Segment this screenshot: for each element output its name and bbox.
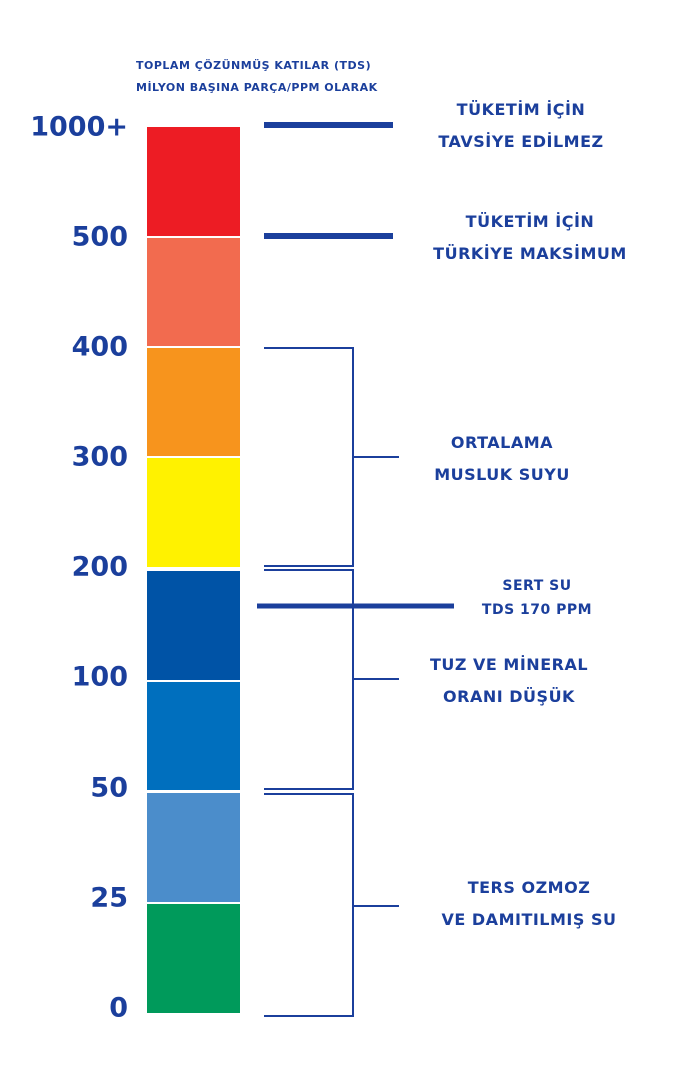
band-100-200 bbox=[147, 571, 240, 680]
band-300-400 bbox=[147, 348, 240, 456]
low-mineral-label: TUZ VE MİNERAL ORANI DÜŞÜK bbox=[429, 655, 589, 706]
header-line-2: MİLYON BAŞINA PARÇA/PPM OLARAK bbox=[136, 81, 378, 94]
hard-water-label: SERT SU TDS 170 PPM bbox=[481, 578, 593, 618]
band-0-25 bbox=[147, 904, 240, 1013]
tick-label-500: 500 bbox=[71, 221, 128, 253]
tap-water-bracket bbox=[264, 347, 399, 567]
not-recommended-label: TÜKETİM İÇİN TAVSİYE EDİLMEZ bbox=[438, 100, 604, 151]
ro-distilled-label: TERS OZMOZ VE DAMITILMIŞ SU bbox=[441, 878, 617, 929]
band-25-50 bbox=[147, 793, 240, 902]
band-50-100 bbox=[147, 682, 240, 790]
low-mineral-bracket bbox=[264, 569, 399, 790]
chart-header: TOPLAM ÇÖZÜNMÜŞ KATILAR (TDS) MİLYON BAŞ… bbox=[136, 55, 378, 99]
tick-label-1000-plus: 1000+ bbox=[30, 111, 128, 143]
band-200-300 bbox=[147, 458, 240, 567]
tick-label-25: 25 bbox=[90, 882, 128, 914]
band-400-500 bbox=[147, 238, 240, 346]
turkey-max-label: TÜKETİM İÇİN TÜRKİYE MAKSİMUM bbox=[433, 212, 627, 263]
tick-label-50: 50 bbox=[90, 772, 128, 804]
tick-label-0: 0 bbox=[109, 992, 128, 1024]
tick-label-300: 300 bbox=[71, 441, 128, 473]
header-line-1: TOPLAM ÇÖZÜNMÜŞ KATILAR (TDS) bbox=[136, 59, 372, 72]
tick-label-100: 100 bbox=[71, 661, 128, 693]
ro-distilled-bracket bbox=[264, 793, 399, 1017]
tick-label-400: 400 bbox=[71, 331, 128, 363]
band-500-1000 bbox=[147, 127, 240, 236]
tap-water-label: ORTALAMA MUSLUK SUYU bbox=[434, 433, 570, 484]
tick-label-200: 200 bbox=[71, 551, 128, 583]
